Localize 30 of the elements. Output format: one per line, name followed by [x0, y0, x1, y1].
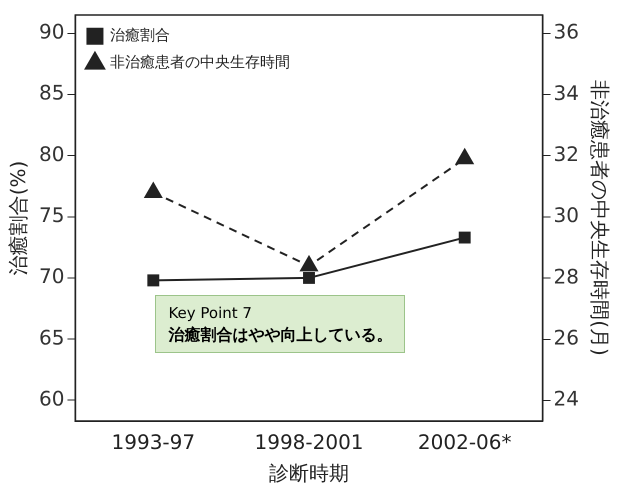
- y2-tick-label: 36: [554, 20, 580, 44]
- x-tick-label: 1998-2001: [254, 430, 364, 454]
- legend-label: 非治癒患者の中央生存時間: [110, 53, 290, 72]
- y-tick-label: 85: [38, 80, 64, 105]
- y-tick-label: 80: [38, 142, 64, 166]
- annotation: 治癒割合はやや向上している。: [168, 324, 392, 346]
- point: [303, 272, 315, 284]
- y-tick-label: 70: [38, 264, 64, 288]
- point: [456, 148, 474, 164]
- y2-tick-label: 34: [554, 80, 580, 105]
- y-tick-label: 90: [38, 20, 64, 44]
- y2-tick-label: 26: [554, 326, 580, 350]
- point: [144, 182, 162, 198]
- point: [147, 274, 160, 286]
- y2-tick-label: 24: [554, 386, 580, 411]
- y-tick-label: 75: [38, 202, 64, 227]
- y2-tick-label: 32: [554, 142, 580, 166]
- y2-tick-label: 28: [554, 264, 580, 288]
- y2-tick-label: 30: [554, 203, 580, 228]
- y-axis-title: 治癒割合(%): [6, 160, 30, 276]
- annotation: Key Point 7: [168, 303, 253, 324]
- point: [458, 232, 471, 244]
- y2-axis-title: 非治癒患者の中央生存時間(月): [588, 80, 612, 356]
- point: [300, 256, 318, 272]
- x-tick-label: 2002-06*: [418, 430, 512, 454]
- x-axis-title: 診断時期: [269, 461, 349, 486]
- x-tick-label: 1993-97: [112, 430, 196, 454]
- legend-label: 治癒割合: [110, 26, 170, 44]
- y-tick-label: 60: [38, 386, 64, 410]
- y-tick-label: 65: [38, 325, 64, 350]
